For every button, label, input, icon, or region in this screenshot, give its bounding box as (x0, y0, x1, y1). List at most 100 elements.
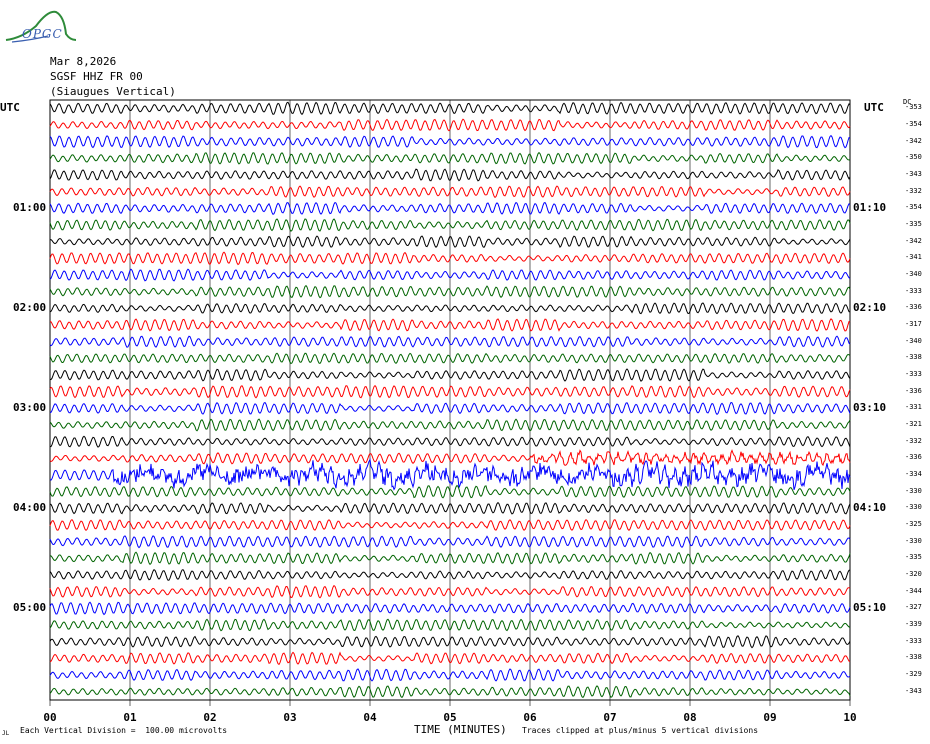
header-date: Mar 8,2026 (50, 55, 117, 68)
dc-value-label: -344 (905, 586, 922, 595)
left-time-label: 03:00 (13, 401, 47, 415)
dc-value-label: -330 (905, 486, 922, 495)
dc-value-label: -330 (905, 536, 922, 545)
seismic-trace (49, 384, 851, 399)
dc-value-label: -342 (905, 236, 922, 245)
right-time-label: 03:10 (853, 401, 887, 415)
seismic-trace (49, 251, 851, 266)
seismic-trace (49, 535, 851, 549)
dc-value-label: -320 (905, 570, 922, 578)
seismic-trace (49, 418, 851, 432)
x-tick-label: 09 (763, 711, 777, 724)
dc-value-label: -334 (905, 470, 922, 478)
dc-value-label: -331 (905, 403, 922, 412)
seismic-trace (49, 268, 851, 282)
seismic-trace (49, 458, 851, 491)
seismic-trace (49, 651, 851, 666)
right-time-label: 04:10 (853, 501, 887, 515)
x-tick-label: 04 (363, 711, 377, 724)
x-tick-label: 10 (843, 711, 857, 724)
dc-value-label: -336 (905, 303, 922, 312)
seismic-trace (49, 168, 851, 182)
right-time-label: 02:10 (853, 301, 887, 315)
seismic-trace (49, 134, 851, 149)
logo-text: OPGC (22, 27, 63, 41)
seismic-trace (49, 352, 851, 365)
dc-value-label: -332 (905, 186, 922, 195)
seismic-trace (49, 568, 851, 581)
seismic-trace (49, 151, 851, 165)
seismic-trace (49, 335, 851, 348)
seismic-trace (49, 501, 851, 515)
dc-value-label: -340 (905, 270, 922, 278)
dc-value-label: -325 (905, 520, 922, 528)
seismic-trace (49, 668, 851, 682)
dc-label: DC (903, 98, 912, 106)
seismic-trace (49, 185, 851, 199)
dc-value-label: -343 (905, 686, 922, 695)
x-tick-label: 02 (203, 711, 217, 724)
dc-value-label: -333 (905, 286, 922, 295)
seismic-trace (49, 318, 851, 332)
dc-value-label: -341 (905, 253, 922, 262)
corner-mark: JL (2, 730, 10, 737)
dc-value-label: -353 (905, 103, 922, 112)
dc-value-label: -329 (905, 670, 922, 678)
dc-value-label: -354 (905, 120, 922, 128)
division-note: Each Vertical Division = 100.00 microvol… (20, 726, 228, 735)
seismic-trace (49, 484, 851, 499)
x-tick-label: 05 (443, 711, 457, 724)
left-time-label: 02:00 (13, 301, 47, 315)
dc-value-label: -335 (905, 553, 922, 562)
dc-value-label: -350 (905, 153, 922, 162)
seismic-trace (49, 635, 851, 649)
dc-value-label: -339 (905, 620, 922, 628)
x-tick-label: 03 (283, 711, 297, 724)
left-time-label: 04:00 (13, 501, 47, 515)
dc-value-label: -317 (905, 320, 922, 328)
seismic-trace (49, 401, 851, 416)
seismic-trace (49, 584, 851, 599)
right-utc-label: UTC (864, 101, 884, 114)
dc-value-label: -336 (905, 453, 922, 462)
seismic-trace (49, 101, 851, 116)
left-time-label: 05:00 (13, 601, 47, 615)
seismic-trace (49, 368, 851, 382)
right-time-label: 05:10 (853, 601, 887, 615)
left-time-label: 01:00 (13, 201, 47, 215)
left-utc-label: UTC (0, 101, 20, 114)
seismic-trace (49, 685, 851, 699)
dc-value-label: -321 (905, 420, 922, 428)
x-tick-label: 08 (683, 711, 697, 724)
dc-value-label: -333 (905, 636, 922, 645)
dc-value-label: -335 (905, 220, 922, 228)
dc-value-label: -332 (905, 436, 922, 445)
seismic-trace (49, 519, 851, 532)
x-tick-label: 01 (123, 711, 137, 724)
dc-value-label: -340 (905, 336, 922, 345)
x-tick-label: 00 (43, 711, 57, 724)
seismic-trace (49, 235, 851, 248)
seismic-trace (49, 284, 851, 299)
seismic-trace (49, 201, 851, 215)
dc-value-label: -343 (905, 170, 922, 178)
seismic-trace (49, 118, 851, 132)
seismic-trace (49, 551, 851, 566)
seismic-trace (49, 435, 851, 448)
header-location: (Siaugues Vertical) (50, 85, 176, 98)
seismic-trace (49, 618, 851, 632)
seismic-trace (49, 218, 851, 232)
header-station: SGSF HHZ FR 00 (50, 70, 143, 83)
dc-value-label: -336 (905, 386, 922, 395)
dc-value-label: -330 (905, 503, 922, 512)
dc-value-label: -327 (905, 603, 922, 612)
right-time-label: 01:10 (853, 201, 887, 215)
seismic-trace (49, 601, 851, 616)
dc-value-label: -333 (905, 370, 922, 378)
seismic-trace (49, 449, 851, 467)
dc-value-label: -338 (905, 353, 922, 362)
dc-value-label: -338 (905, 653, 922, 662)
seismic-trace (49, 302, 851, 315)
